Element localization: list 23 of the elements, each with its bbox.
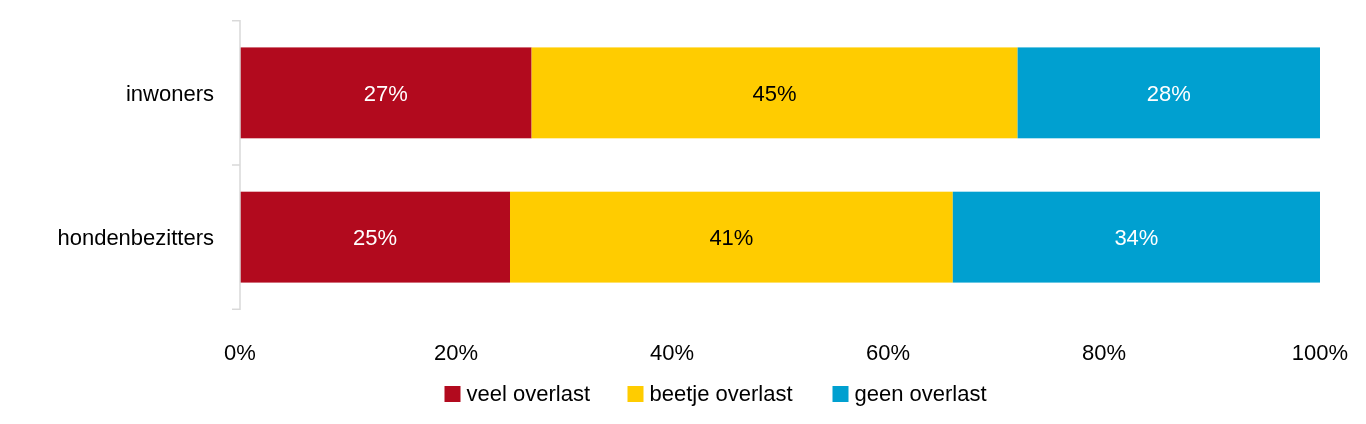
- legend-label: beetje overlast: [649, 381, 793, 406]
- legend-label: geen overlast: [854, 381, 987, 406]
- data-label: 45%: [752, 80, 797, 106]
- bar: [240, 191, 510, 283]
- bar: [952, 191, 1320, 283]
- x-tick-label: 40%: [649, 340, 695, 365]
- data-label: 28%: [1146, 80, 1191, 106]
- bar: [1017, 47, 1320, 139]
- data-label: 34%: [1114, 224, 1159, 250]
- y-tick-label: inwoners: [125, 80, 214, 106]
- bar: [531, 47, 1018, 139]
- data-label: 27%: [363, 80, 408, 106]
- y-tick-label: hondenbezitters: [57, 224, 214, 250]
- data-label: 41%: [709, 224, 754, 250]
- bar: [510, 191, 953, 283]
- x-tick-label: 80%: [1081, 340, 1127, 365]
- x-tick-label: 20%: [433, 340, 479, 365]
- bar: [240, 47, 532, 139]
- x-tick-label: 60%: [865, 340, 911, 365]
- x-tick-label: 100%: [1291, 340, 1349, 365]
- legend-label: veel overlast: [466, 381, 591, 406]
- x-tick-label: 0%: [224, 340, 256, 365]
- data-label: 25%: [352, 224, 398, 250]
